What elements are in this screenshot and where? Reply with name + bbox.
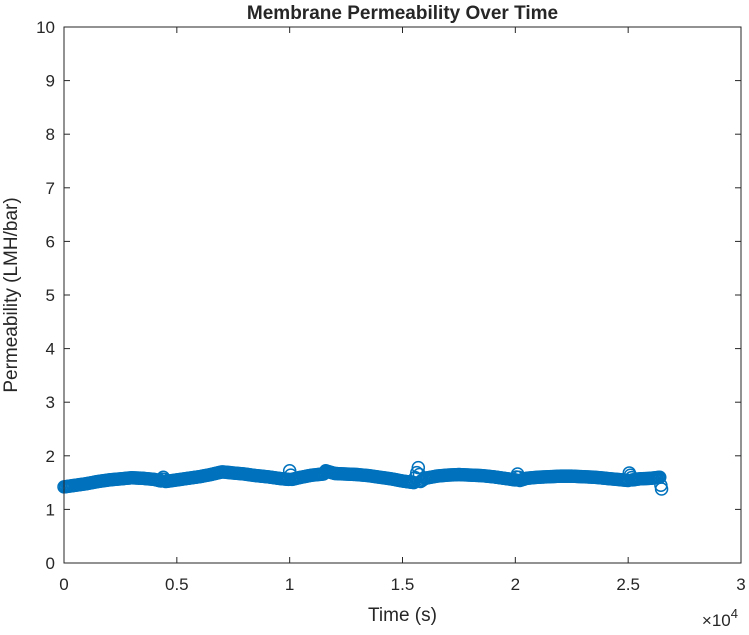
x-tick-label: 1 [285,575,294,594]
y-tick-label: 3 [46,393,55,412]
x-tick-label: 1.5 [391,575,415,594]
y-tick-label: 7 [46,179,55,198]
x-tick-label: 2.5 [616,575,640,594]
x-axis-exponent-base: ×10 [702,611,731,630]
ticks-layer: 0 0.5 1 1.5 2 2.5 3 0 1 2 3 4 5 6 7 8 9 10 [36,18,746,594]
y-tick-label: 9 [46,72,55,91]
data-points-layer [57,460,669,496]
x-axis-exponent-power: 4 [731,606,738,621]
x-tick-label: 0.5 [165,575,189,594]
y-tick-label: 4 [46,340,55,359]
data-point [654,482,669,496]
y-tick-label: 8 [46,125,55,144]
x-tick-label: 2 [511,575,520,594]
chart-title: Membrane Permeability Over Time [247,3,558,24]
y-tick-label: 10 [36,18,55,37]
data-point [411,460,426,475]
x-axis-label: Time (s) [368,605,437,626]
x-axis-exponent-label: ×104 [702,606,738,630]
y-tick-label: 0 [46,554,55,573]
y-axis-label: Permeability (LMH/bar) [1,197,22,392]
y-tick-label: 2 [46,447,55,466]
y-tick-label: 5 [46,286,55,305]
x-tick-label: 3 [736,575,745,594]
y-tick-label: 1 [46,500,55,519]
x-tick-label: 0 [59,575,68,594]
y-tick-label: 6 [46,232,55,251]
